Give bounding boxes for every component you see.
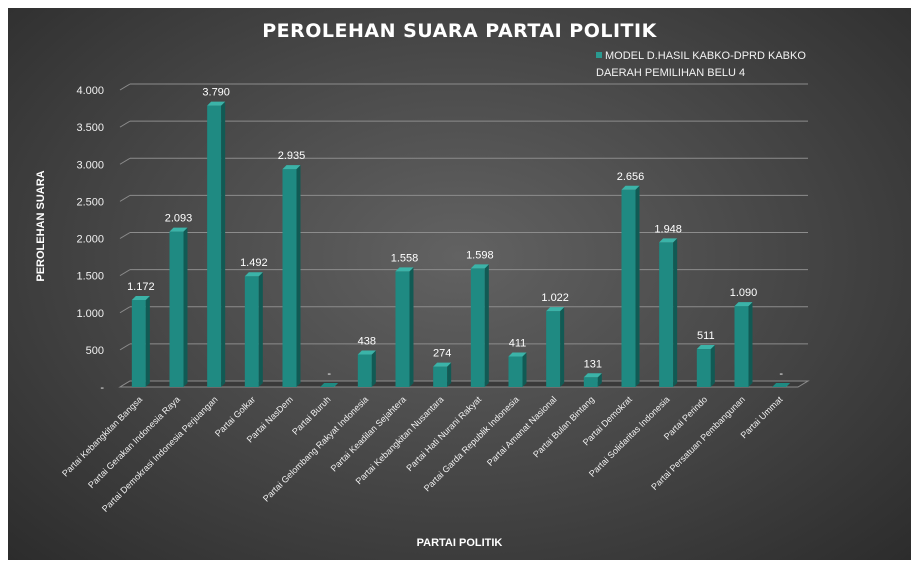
gridline-depth	[119, 232, 131, 239]
y-tick-label: 1.500	[76, 271, 104, 283]
bar	[131, 299, 146, 387]
bar	[696, 349, 711, 387]
gridline-depth	[119, 269, 131, 277]
data-label: 2.656	[617, 171, 645, 183]
bar-side	[258, 272, 263, 387]
gridline-depth	[119, 306, 131, 314]
y-tick-label: 4.000	[76, 85, 104, 97]
bar-top	[131, 295, 150, 300]
bar	[583, 377, 598, 387]
bar-top	[659, 238, 678, 243]
bar-top	[395, 267, 414, 272]
y-tick-label: 3.500	[76, 122, 104, 134]
bar	[508, 356, 523, 387]
gridline-depth	[119, 343, 131, 351]
data-label: 1.172	[127, 281, 155, 293]
data-label: 511	[697, 330, 715, 342]
data-label: 1.492	[240, 257, 268, 269]
x-tick-label: Partai Solidaritas Indonesia	[587, 394, 672, 479]
data-label: 274	[433, 348, 451, 360]
data-label: 411	[509, 337, 527, 349]
y-tick-label: 2.000	[76, 234, 104, 246]
bar-top	[546, 307, 565, 312]
bar	[546, 311, 561, 387]
data-label: 438	[358, 335, 376, 347]
y-tick-label: 2.500	[76, 196, 104, 208]
data-label: 1.090	[730, 287, 758, 299]
bar-side	[145, 295, 150, 387]
x-tick-label: Partai Keadilan Sejahtera	[329, 394, 408, 473]
bar-top	[244, 272, 263, 277]
y-tick-label: 1.000	[76, 308, 104, 320]
bar	[244, 276, 259, 387]
bar-side	[447, 362, 452, 387]
bar-top	[207, 101, 226, 106]
bar	[282, 169, 297, 387]
bar-top	[734, 302, 753, 307]
legend-marker	[596, 52, 602, 58]
data-label: -	[327, 368, 331, 380]
bar-side	[409, 267, 414, 387]
bar	[734, 306, 749, 387]
bar-side	[560, 307, 565, 387]
data-label: 1.558	[391, 252, 419, 264]
bar	[395, 271, 410, 387]
data-label: 131	[584, 358, 602, 370]
gridline-depth	[119, 83, 131, 91]
data-label: -	[779, 368, 783, 380]
bar-side	[221, 101, 226, 387]
y-tick-label: 500	[86, 345, 104, 357]
y-tick-label: 3.000	[76, 159, 104, 171]
bar	[433, 366, 448, 387]
bar	[207, 105, 222, 387]
gridline-depth	[119, 194, 131, 202]
data-label: 1.598	[466, 249, 494, 261]
bar	[470, 268, 485, 387]
bar-side	[673, 238, 678, 387]
gridline-depth	[119, 120, 131, 128]
bar	[357, 354, 372, 387]
bar-side	[484, 264, 489, 387]
legend-label: MODEL D.HASIL KABKO-DPRD KABKO DAERAH PE…	[596, 50, 806, 79]
bar-top	[772, 383, 791, 387]
bar-top	[470, 264, 489, 269]
bar-side	[635, 185, 640, 387]
bar-top	[621, 185, 640, 190]
data-label: 2.093	[165, 213, 193, 225]
bar-side	[748, 302, 753, 387]
bar-side	[183, 227, 188, 387]
bar-side	[522, 352, 527, 387]
bar-top	[696, 345, 715, 350]
bar-side	[296, 165, 301, 387]
data-label: 3.790	[202, 87, 230, 99]
gridline-depth	[119, 157, 131, 165]
x-tick-label: Partai Amanat Nasional	[485, 394, 559, 468]
chart-title: PEROLEHAN SUARA PARTAI POLITIK	[262, 20, 657, 42]
bar-top	[357, 350, 376, 355]
bar-top	[508, 352, 527, 357]
bar-top	[169, 227, 188, 232]
data-label: 2.935	[278, 150, 306, 162]
x-tick-label: Partai Hati Nurani Rakyat	[404, 394, 483, 473]
y-tick-label: -	[100, 382, 104, 394]
data-label: 1.022	[541, 292, 569, 304]
bar	[621, 189, 636, 387]
bar-top	[433, 362, 452, 367]
bar-top	[320, 383, 339, 387]
legend: MODEL D.HASIL KABKO-DPRD KABKO DAERAH PE…	[596, 48, 836, 82]
bar-top	[282, 165, 301, 170]
bar-top	[583, 373, 602, 378]
bar	[659, 242, 674, 387]
bar-side	[371, 350, 376, 387]
chart-area	[8, 8, 911, 560]
bar-side	[710, 345, 715, 387]
bar-side	[597, 373, 602, 387]
x-axis-title: PARTAI POLITIK	[416, 537, 503, 549]
data-label: 1.948	[654, 223, 682, 235]
bar	[169, 231, 184, 387]
